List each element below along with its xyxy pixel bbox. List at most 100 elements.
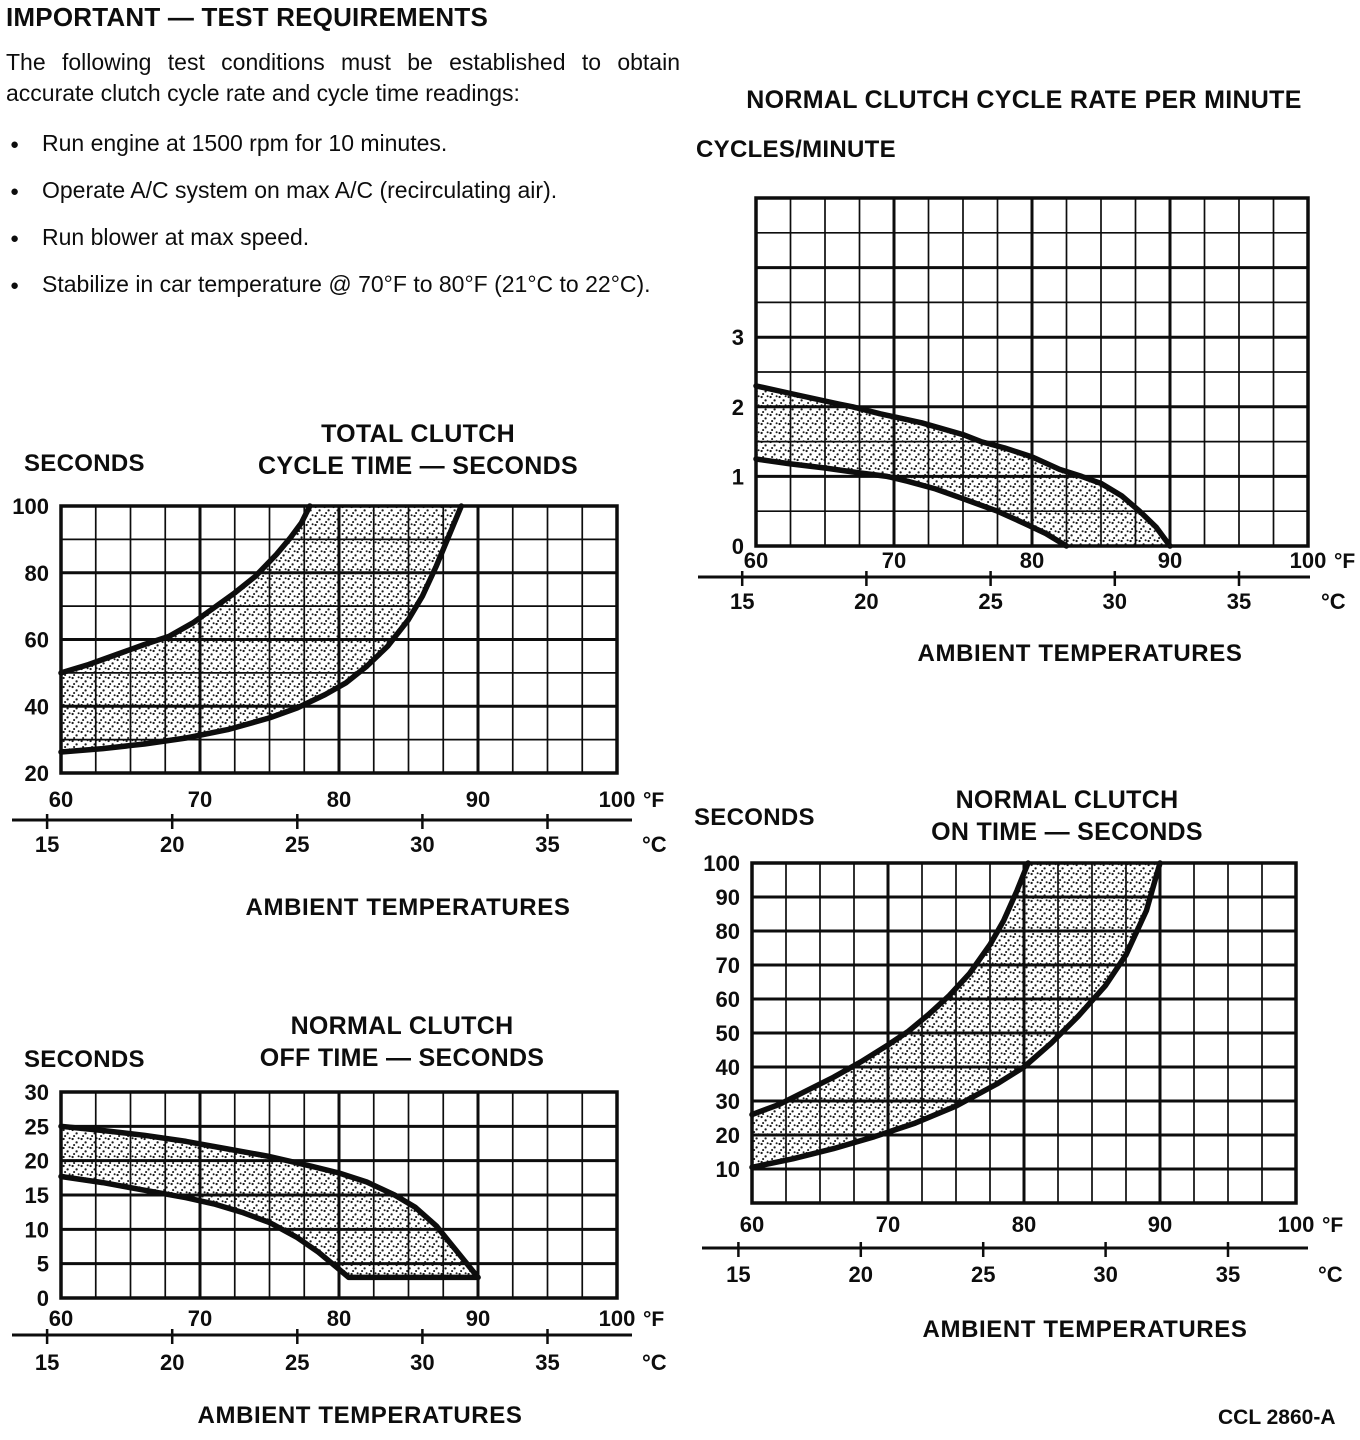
svg-text:15: 15	[35, 1350, 59, 1375]
svg-text:25: 25	[25, 1114, 49, 1139]
svg-text:°F: °F	[1322, 1214, 1343, 1237]
svg-text:60: 60	[740, 1212, 764, 1237]
chart-title-line: ON TIME — SECONDS	[931, 818, 1203, 846]
y-tick-labels: 100 90 80 70 60 50 40 30 20 10	[703, 851, 740, 1182]
off-time-plot: 30 25 20 15 10 5 060 70 80 90 100 °F 15 20 25 30 35 °C	[12, 1080, 667, 1375]
list-item-text: Stabilize in car temperature @ 70°F to 8…	[42, 271, 651, 297]
bullet-icon: ●	[10, 277, 20, 294]
intro-paragraph: The following test conditions must be es…	[6, 49, 680, 106]
svg-text:25: 25	[285, 832, 309, 857]
grid	[754, 196, 1310, 548]
svg-text:20: 20	[25, 1149, 49, 1174]
svg-text:60: 60	[744, 548, 768, 573]
chart-title: TOTAL CLUTCH CYCLE TIME — SECONDS	[148, 418, 688, 482]
svg-text:30: 30	[410, 832, 434, 857]
svg-text:80: 80	[1020, 548, 1044, 573]
celsius-axis: 15 20 25 30 35 °C	[12, 814, 667, 857]
upper-limit-curve	[58, 503, 313, 676]
svg-text:25: 25	[971, 1262, 995, 1287]
x-tick-labels-f: 60 70 80 90 100 °F	[744, 548, 1356, 573]
upper-limit-curve	[753, 383, 1173, 549]
y-tick-labels: 30 25 20 15 10 5 0	[25, 1080, 49, 1311]
svg-text:5: 5	[37, 1252, 49, 1277]
svg-text:30: 30	[25, 1080, 49, 1105]
svg-text:°F: °F	[1334, 550, 1355, 573]
x-axis-caption: AMBIENT TEMPERATURES	[197, 1402, 523, 1429]
lower-limit-curve	[58, 503, 465, 755]
x-tick-labels-f: 60 70 80 90 100 °F	[49, 1306, 665, 1331]
lower-limit-curve	[58, 1173, 481, 1281]
svg-text:15: 15	[25, 1183, 49, 1208]
svg-text:25: 25	[978, 589, 1002, 614]
svg-text:90: 90	[466, 1306, 490, 1331]
svg-text:70: 70	[882, 548, 906, 573]
list-item: ● Stabilize in car temperature @ 70°F to …	[6, 268, 680, 301]
chart-title: NORMAL CLUTCH ON TIME — SECONDS	[797, 784, 1337, 848]
svg-text:100: 100	[12, 494, 49, 519]
upper-limit-curve	[58, 1123, 481, 1281]
svg-text:40: 40	[25, 694, 49, 719]
svg-text:60: 60	[716, 987, 740, 1012]
chart-clutch-off-time: NORMAL CLUTCH OFF TIME — SECONDS SECONDS…	[8, 1008, 680, 1440]
y-tick-labels: 100 80 60 40 20	[12, 494, 49, 786]
svg-text:35: 35	[1216, 1262, 1240, 1287]
list-item-text: Operate A/C system on max A/C (recircula…	[42, 177, 558, 203]
y-tick-labels: 3 2 1 0	[732, 325, 744, 559]
svg-text:70: 70	[188, 787, 212, 812]
x-tick-labels-f: 60 70 80 90 100 °F	[740, 1212, 1344, 1237]
svg-text:60: 60	[49, 787, 73, 812]
svg-text:35: 35	[1227, 589, 1251, 614]
chart-title-line: NORMAL CLUTCH	[290, 1012, 514, 1040]
svg-text:20: 20	[854, 589, 878, 614]
svg-text:35: 35	[535, 1350, 559, 1375]
svg-text:10: 10	[716, 1157, 740, 1182]
y-axis-unit-label: CYCLES/MINUTE	[696, 136, 896, 163]
chart-title: NORMAL CLUTCH CYCLE RATE PER MINUTE	[688, 84, 1360, 116]
lower-limit-curve	[753, 456, 1070, 549]
x-axis-caption: AMBIENT TEMPERATURES	[922, 1316, 1248, 1343]
svg-text:20: 20	[716, 1123, 740, 1148]
y-axis-unit-label: SECONDS	[24, 450, 145, 477]
lower-limit-curve	[749, 860, 1163, 1171]
x-axis-caption: AMBIENT TEMPERATURES	[917, 640, 1243, 667]
svg-text:°F: °F	[643, 1308, 664, 1331]
svg-text:30: 30	[1103, 589, 1127, 614]
svg-text:20: 20	[849, 1262, 873, 1287]
svg-text:°C: °C	[642, 832, 667, 857]
chart-title-line: NORMAL CLUTCH CYCLE RATE PER MINUTE	[746, 86, 1302, 114]
y-axis-unit-label: SECONDS	[694, 804, 815, 831]
x-axis-caption: AMBIENT TEMPERATURES	[245, 894, 571, 921]
chart-title-line: TOTAL CLUTCH	[321, 420, 515, 448]
document-code: CCL 2860-A	[1218, 1406, 1336, 1429]
shaded-operating-band	[61, 506, 462, 752]
test-conditions-list: ● Run engine at 1500 rpm for 10 minutes. …	[6, 127, 680, 301]
svg-text:20: 20	[160, 1350, 184, 1375]
svg-text:30: 30	[410, 1350, 434, 1375]
on-time-plot: 100 90 80 70 60 50 40 30 20 10 60 70 80 90 100 °F 15 20 25…	[702, 851, 1344, 1287]
svg-text:90: 90	[466, 787, 490, 812]
chart-title: NORMAL CLUTCH OFF TIME — SECONDS	[132, 1010, 672, 1074]
svg-text:70: 70	[188, 1306, 212, 1331]
section-heading: IMPORTANT — TEST REQUIREMENTS	[6, 2, 488, 32]
svg-text:90: 90	[1158, 548, 1182, 573]
svg-text:80: 80	[327, 1306, 351, 1331]
svg-text:35: 35	[535, 832, 559, 857]
svg-text:°C: °C	[1321, 589, 1346, 614]
list-item: ● Run blower at max speed.	[6, 221, 680, 254]
x-tick-labels-f: 60 70 80 90 100 °F	[49, 787, 665, 812]
svg-text:1: 1	[732, 464, 744, 489]
svg-text:60: 60	[25, 628, 49, 653]
svg-text:70: 70	[876, 1212, 900, 1237]
y-axis-unit-label: SECONDS	[24, 1046, 145, 1073]
list-item: ● Operate A/C system on max A/C (recircul…	[6, 174, 680, 207]
test-requirements-section: IMPORTANT — TEST REQUIREMENTS The follow…	[6, 2, 680, 315]
chart-title-line: OFF TIME — SECONDS	[259, 1044, 545, 1072]
grid	[750, 861, 1298, 1205]
svg-text:100: 100	[1278, 1212, 1315, 1237]
chart-clutch-cycle-rate: NORMAL CLUTCH CYCLE RATE PER MINUTE CYCL…	[688, 82, 1360, 782]
svg-text:90: 90	[1148, 1212, 1172, 1237]
svg-text:80: 80	[1012, 1212, 1036, 1237]
svg-text:0: 0	[732, 534, 744, 559]
svg-text:3: 3	[732, 325, 744, 350]
